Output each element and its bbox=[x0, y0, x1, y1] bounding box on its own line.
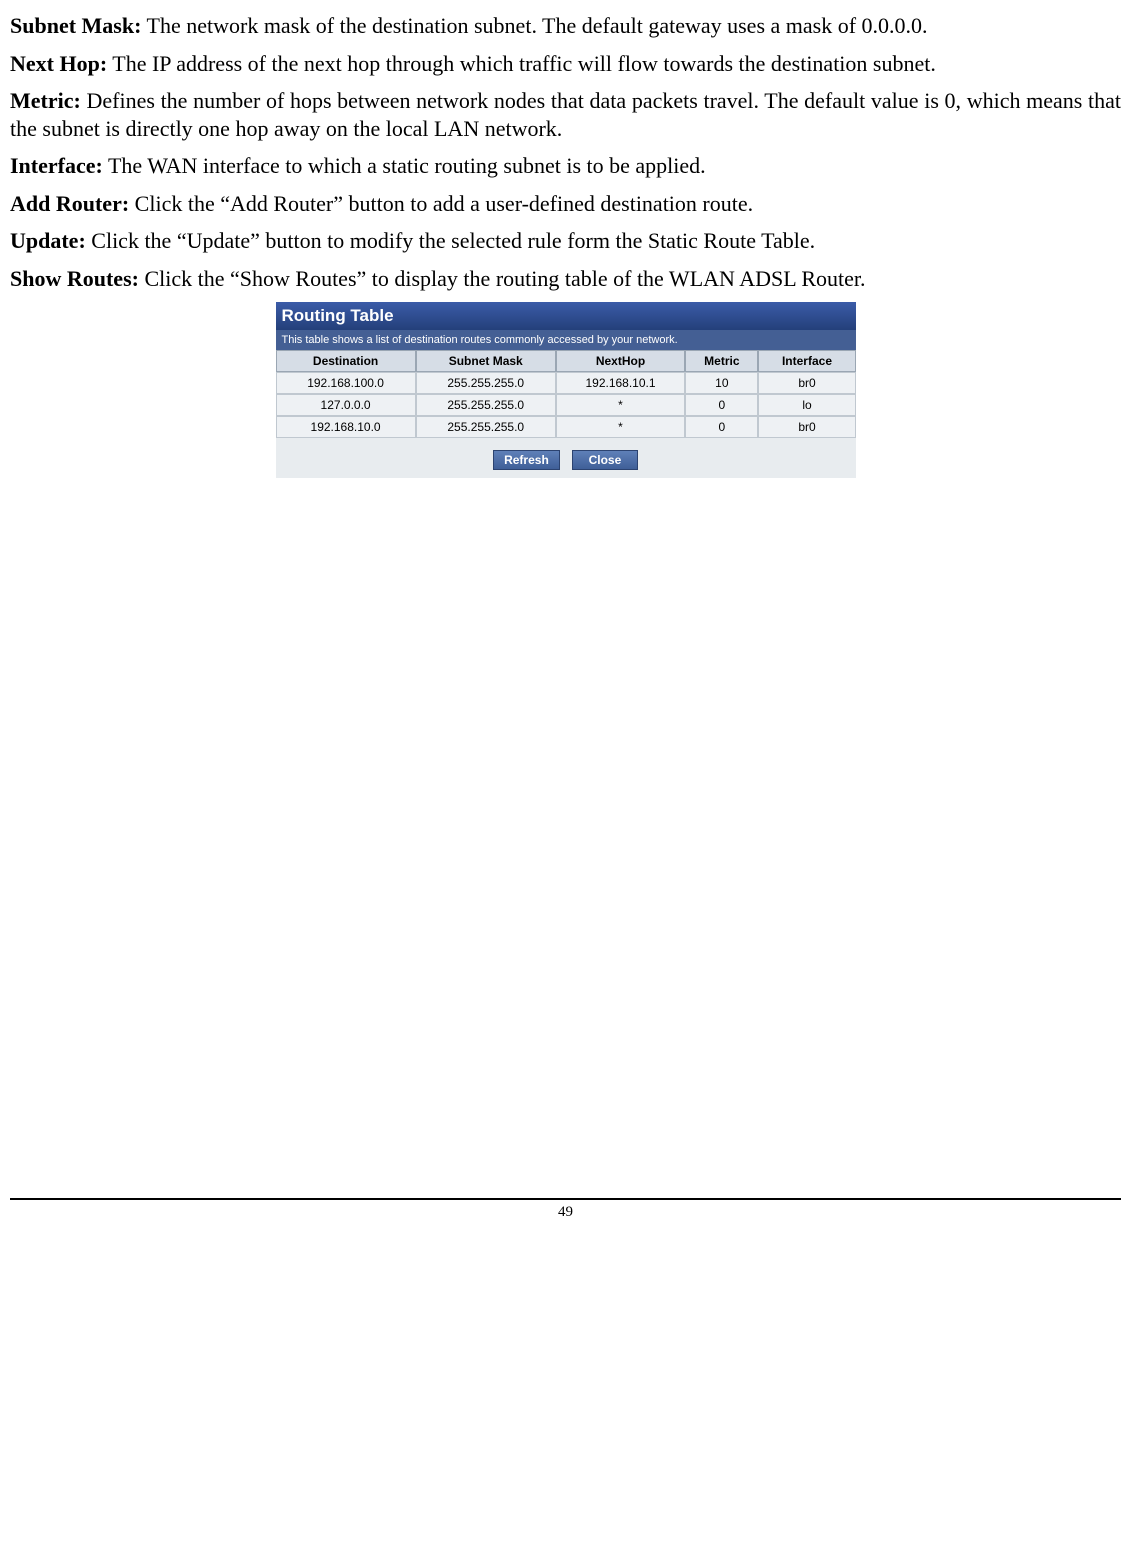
term-label: Update: bbox=[10, 228, 86, 253]
cell: 10 bbox=[685, 372, 758, 394]
routing-table: Destination Subnet Mask NextHop Metric I… bbox=[276, 350, 856, 438]
cell: 255.255.255.0 bbox=[416, 372, 556, 394]
col-next-hop: NextHop bbox=[556, 350, 685, 372]
close-button[interactable]: Close bbox=[572, 450, 638, 470]
table-row: 192.168.10.0 255.255.255.0 * 0 br0 bbox=[276, 416, 856, 438]
term-text: The network mask of the destination subn… bbox=[141, 13, 927, 38]
definition-show-routes: Show Routes: Click the “Show Routes” to … bbox=[10, 265, 1121, 293]
cell: 0 bbox=[685, 394, 758, 416]
cell: * bbox=[556, 416, 685, 438]
term-label: Add Router: bbox=[10, 191, 129, 216]
term-label: Next Hop: bbox=[10, 51, 107, 76]
definition-update: Update: Click the “Update” button to mod… bbox=[10, 227, 1121, 255]
routing-table-buttons: Refresh Close bbox=[276, 438, 856, 478]
cell: 0 bbox=[685, 416, 758, 438]
term-label: Metric: bbox=[10, 88, 81, 113]
col-destination: Destination bbox=[276, 350, 416, 372]
term-label: Interface: bbox=[10, 153, 103, 178]
col-interface: Interface bbox=[758, 350, 855, 372]
cell: 192.168.100.0 bbox=[276, 372, 416, 394]
routing-table-panel: Routing Table This table shows a list of… bbox=[276, 302, 856, 478]
term-label: Show Routes: bbox=[10, 266, 139, 291]
definition-add-router: Add Router: Click the “Add Router” butto… bbox=[10, 190, 1121, 218]
term-text: Click the “Show Routes” to display the r… bbox=[139, 266, 866, 291]
term-text: Click the “Add Router” button to add a u… bbox=[129, 191, 753, 216]
cell: 192.168.10.1 bbox=[556, 372, 685, 394]
term-text: The IP address of the next hop through w… bbox=[107, 51, 936, 76]
page-number: 49 bbox=[10, 1204, 1121, 1221]
cell: 127.0.0.0 bbox=[276, 394, 416, 416]
definition-interface: Interface: The WAN interface to which a … bbox=[10, 152, 1121, 180]
col-subnet-mask: Subnet Mask bbox=[416, 350, 556, 372]
table-row: 127.0.0.0 255.255.255.0 * 0 lo bbox=[276, 394, 856, 416]
col-metric: Metric bbox=[685, 350, 758, 372]
term-label: Subnet Mask: bbox=[10, 13, 141, 38]
table-row: 192.168.100.0 255.255.255.0 192.168.10.1… bbox=[276, 372, 856, 394]
term-text: Defines the number of hops between netwo… bbox=[10, 88, 1121, 141]
cell: br0 bbox=[758, 372, 855, 394]
cell: 255.255.255.0 bbox=[416, 394, 556, 416]
cell: lo bbox=[758, 394, 855, 416]
cell: 192.168.10.0 bbox=[276, 416, 416, 438]
routing-table-title: Routing Table bbox=[276, 302, 856, 330]
definition-metric: Metric: Defines the number of hops betwe… bbox=[10, 87, 1121, 142]
footer-divider bbox=[10, 1198, 1121, 1200]
definition-subnet-mask: Subnet Mask: The network mask of the des… bbox=[10, 12, 1121, 40]
cell: 255.255.255.0 bbox=[416, 416, 556, 438]
term-text: The WAN interface to which a static rout… bbox=[103, 153, 706, 178]
routing-table-description: This table shows a list of destination r… bbox=[276, 330, 856, 350]
table-header-row: Destination Subnet Mask NextHop Metric I… bbox=[276, 350, 856, 372]
cell: br0 bbox=[758, 416, 855, 438]
term-text: Click the “Update” button to modify the … bbox=[86, 228, 815, 253]
definition-next-hop: Next Hop: The IP address of the next hop… bbox=[10, 50, 1121, 78]
cell: * bbox=[556, 394, 685, 416]
refresh-button[interactable]: Refresh bbox=[493, 450, 560, 470]
